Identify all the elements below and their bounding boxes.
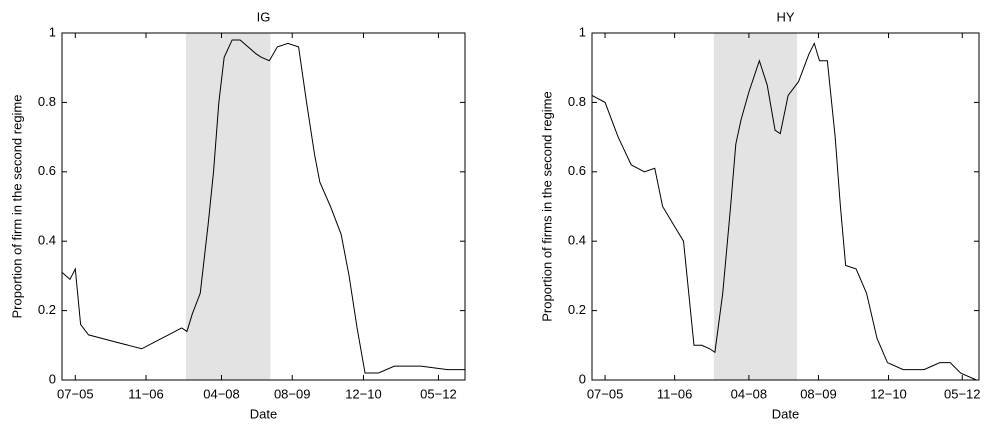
data-line xyxy=(61,39,465,374)
data-line xyxy=(591,42,977,381)
chart-title: HY xyxy=(776,9,794,24)
x-tick-label: 07−05 xyxy=(57,386,94,401)
y-tick-label: 1 xyxy=(579,24,586,39)
y-tick-label: 0.4 xyxy=(568,233,586,248)
y-tick-label: 1 xyxy=(49,24,56,39)
y-tick-label: 0.6 xyxy=(568,163,586,178)
x-tick-label: 12−10 xyxy=(870,386,907,401)
x-tick-label: 12−10 xyxy=(345,386,382,401)
y-tick-label: 0.4 xyxy=(38,233,56,248)
y-tick-label: 0.8 xyxy=(38,94,56,109)
y-tick-label: 0.8 xyxy=(568,94,586,109)
x-tick-label: 05−12 xyxy=(420,386,457,401)
y-tick-label: 0 xyxy=(579,371,586,386)
x-tick-label: 11−06 xyxy=(657,386,693,401)
y-tick-label: 0.6 xyxy=(38,163,56,178)
chart-title: IG xyxy=(257,9,271,24)
y-tick-label: 0.2 xyxy=(38,302,56,317)
y-axis-label: Proportion of firm in the second regime xyxy=(9,95,24,319)
y-axis-label: Proportion of firms in the second regime xyxy=(539,91,554,322)
x-axis-label: Date xyxy=(250,406,277,421)
y-tick-label: 0 xyxy=(49,371,56,386)
shaded-period xyxy=(185,33,271,380)
plot-frame xyxy=(591,32,980,381)
x-tick-label: 11−06 xyxy=(128,386,164,401)
x-axis-label: Date xyxy=(772,406,799,421)
x-tick-label: 04−08 xyxy=(203,386,240,401)
shaded-period xyxy=(713,33,798,380)
x-tick-label: 04−08 xyxy=(731,386,768,401)
x-tick-label: 08−09 xyxy=(274,386,311,401)
y-tick-label: 0.2 xyxy=(568,302,586,317)
plot-frame xyxy=(61,32,466,381)
x-tick-label: 07−05 xyxy=(587,386,624,401)
x-tick-label: 05−12 xyxy=(944,386,981,401)
x-tick-label: 08−09 xyxy=(800,386,837,401)
